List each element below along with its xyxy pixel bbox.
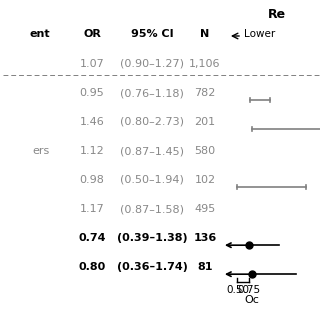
Text: (0.80–2.73): (0.80–2.73)	[120, 117, 184, 127]
Text: 102: 102	[195, 175, 216, 185]
Text: (0.50–1.94): (0.50–1.94)	[120, 175, 184, 185]
Text: 1.12: 1.12	[80, 146, 104, 156]
Text: 201: 201	[195, 117, 216, 127]
Text: 495: 495	[194, 204, 216, 214]
Text: 136: 136	[193, 233, 217, 243]
Text: 1,106: 1,106	[189, 59, 221, 69]
Text: 81: 81	[197, 262, 213, 272]
Text: 95% CI: 95% CI	[131, 29, 173, 39]
Text: 0.74: 0.74	[78, 233, 106, 243]
Text: 0.75: 0.75	[238, 285, 261, 295]
Text: ers: ers	[33, 146, 50, 156]
Text: 0.98: 0.98	[80, 175, 104, 185]
Text: Re: Re	[268, 8, 286, 21]
Text: OR: OR	[83, 29, 101, 39]
Text: Oc: Oc	[244, 295, 259, 305]
Text: (0.39–1.38): (0.39–1.38)	[117, 233, 187, 243]
Text: 580: 580	[195, 146, 216, 156]
Text: (0.87–1.45): (0.87–1.45)	[120, 146, 184, 156]
Text: (0.87–1.58): (0.87–1.58)	[120, 204, 184, 214]
Text: 0.95: 0.95	[80, 88, 104, 98]
Text: 1.17: 1.17	[80, 204, 104, 214]
Text: (0.36–1.74): (0.36–1.74)	[116, 262, 188, 272]
Text: (0.76–1.18): (0.76–1.18)	[120, 88, 184, 98]
Text: 0.80: 0.80	[78, 262, 106, 272]
Text: 0.50: 0.50	[226, 285, 249, 295]
Text: ent: ent	[29, 29, 50, 39]
Text: 1.46: 1.46	[80, 117, 104, 127]
Text: Lower: Lower	[244, 29, 275, 39]
Text: N: N	[200, 29, 210, 39]
Text: (0.90–1.27): (0.90–1.27)	[120, 59, 184, 69]
Text: 1.07: 1.07	[80, 59, 104, 69]
Text: 782: 782	[194, 88, 216, 98]
